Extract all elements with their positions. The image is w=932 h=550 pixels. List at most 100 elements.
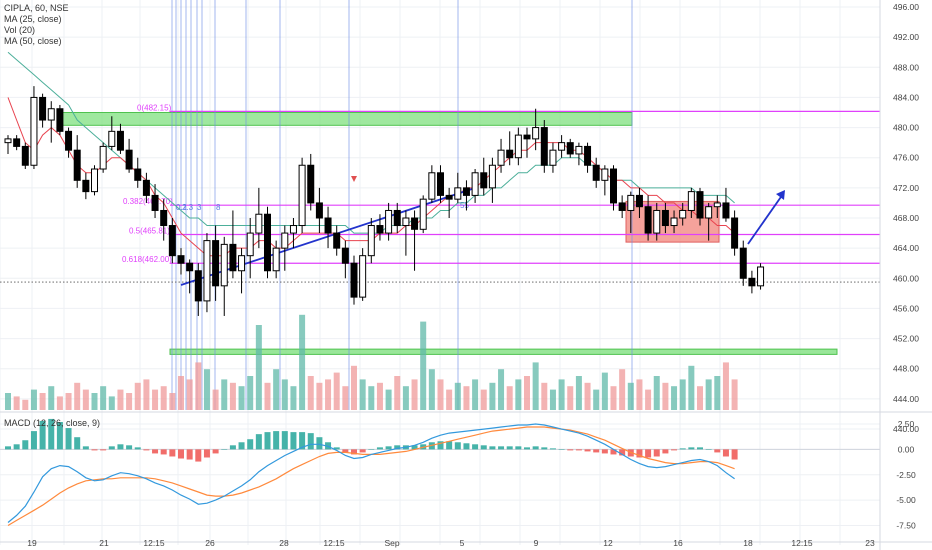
volume-bar: [290, 386, 297, 410]
candle-body: [480, 172, 488, 189]
candle-body: [73, 149, 81, 181]
volume-bar: [411, 379, 418, 410]
volume-bar: [549, 389, 556, 410]
macd-histogram-bar: [152, 449, 159, 454]
candle-body: [264, 213, 271, 272]
macd-histogram-bar: [82, 446, 89, 450]
macd-histogram-bar: [342, 449, 349, 453]
volume-bar: [186, 379, 193, 410]
macd-legend[interactable]: MACD (12, 26, close, 9): [4, 418, 101, 428]
fib-inline-label: 3: [197, 203, 202, 212]
macd-histogram-bar: [575, 449, 582, 451]
macd-tick-label: -5.00: [896, 495, 916, 505]
candle-body: [592, 164, 600, 181]
macd-line: [7, 423, 735, 523]
candle-body: [705, 206, 713, 219]
candle-body: [635, 194, 643, 208]
candle-body: [696, 191, 704, 219]
ma25-legend[interactable]: MA (25, close): [4, 14, 62, 24]
macd-histogram-bar: [290, 432, 297, 450]
fib-inline-label: 55: [460, 201, 469, 210]
macd-histogram-bar: [307, 433, 314, 450]
candle-body: [488, 164, 496, 189]
candle-body: [229, 243, 237, 272]
ma50-legend[interactable]: MA (50, close): [4, 36, 62, 46]
volume-bar: [480, 389, 487, 410]
volume-bar: [498, 369, 505, 410]
projection-arrow-head: [776, 190, 785, 200]
macd-histogram-bar: [567, 449, 574, 451]
candle-body: [56, 108, 64, 132]
candle-body: [584, 145, 592, 166]
volume-bar: [368, 386, 375, 410]
candle-body: [116, 130, 124, 151]
fibonacci-levels: 0(482.15) 0.382(469.70) 0.5(465.81) 0.618(4…: [0, 103, 880, 283]
volume-bar: [593, 389, 600, 410]
volume-bar: [48, 386, 55, 410]
price-tick-label: 464.00: [893, 243, 919, 253]
macd-histogram-bar: [731, 449, 738, 460]
volume-bar: [619, 369, 626, 410]
candle-body: [445, 194, 453, 200]
macd-histogram-bar: [117, 444, 124, 450]
macd-histogram-bar: [186, 449, 193, 460]
macd-histogram-bar: [619, 449, 626, 456]
volume-bar: [333, 372, 340, 410]
candle-body: [506, 149, 514, 159]
price-tick-label: 476.00: [893, 153, 919, 163]
candle-body: [160, 209, 168, 227]
macd-histogram-bar: [5, 446, 11, 450]
candle-body: [428, 172, 436, 200]
macd-histogram-bar: [394, 445, 401, 450]
candle-body: [359, 255, 367, 298]
macd-histogram-bar: [56, 421, 63, 450]
time-tick-label: 18: [743, 538, 753, 548]
candle-body: [142, 179, 150, 196]
fib-inline-label: 8: [216, 203, 221, 212]
indicator-legend: CIPLA, 60, NSE MA (25, close) Vol (20) M…: [4, 3, 69, 47]
price-tick-label: 492.00: [893, 32, 919, 42]
candle-body: [731, 217, 739, 249]
time-tick-label: 28: [279, 538, 289, 548]
volume-bar: [567, 386, 574, 410]
fib-level-label: 0(482.15): [137, 103, 172, 112]
macd-histogram-bar: [333, 447, 340, 450]
macd-histogram-bar: [480, 445, 487, 450]
macd-histogram-bar: [454, 442, 461, 450]
macd-histogram-bar: [376, 447, 383, 450]
time-tick-label: 26: [205, 538, 215, 548]
macd-histogram-bar: [229, 445, 236, 450]
candle-body: [39, 96, 47, 121]
macd-histogram-bar: [212, 449, 219, 454]
macd-histogram-bar: [653, 449, 660, 457]
macd-histogram-bar: [645, 449, 652, 458]
macd-histogram-bar: [671, 449, 678, 451]
volume-bar: [359, 379, 366, 410]
fib-inline-label: 0.1: [176, 203, 188, 212]
macd-histogram-bar: [601, 449, 608, 454]
macd-histogram-bar: [65, 428, 72, 450]
candle-body: [627, 194, 635, 211]
candle-body: [298, 164, 306, 227]
volume-bar: [584, 382, 591, 410]
volume-bar: [307, 376, 314, 410]
volume-bar: [627, 382, 634, 410]
volume-bar: [645, 389, 652, 410]
fib-level-label: 0.5(465.81): [129, 227, 170, 236]
candle-body: [713, 202, 721, 208]
candle-body: [497, 149, 505, 166]
candle-body: [255, 213, 263, 234]
macd-histogram-bar: [489, 446, 496, 450]
volume-bar: [39, 393, 46, 410]
volume-legend[interactable]: Vol (20): [4, 25, 36, 35]
candle-body: [281, 232, 289, 249]
macd-histogram-bar: [385, 446, 392, 450]
price-tick-label: 448.00: [893, 364, 919, 374]
candle-body: [4, 138, 12, 144]
macd-histogram-bar: [22, 440, 29, 450]
volume-bar: [108, 396, 115, 410]
time-tick-label: 19: [27, 538, 37, 548]
symbol-label[interactable]: CIPLA, 60, NSE: [4, 3, 69, 13]
